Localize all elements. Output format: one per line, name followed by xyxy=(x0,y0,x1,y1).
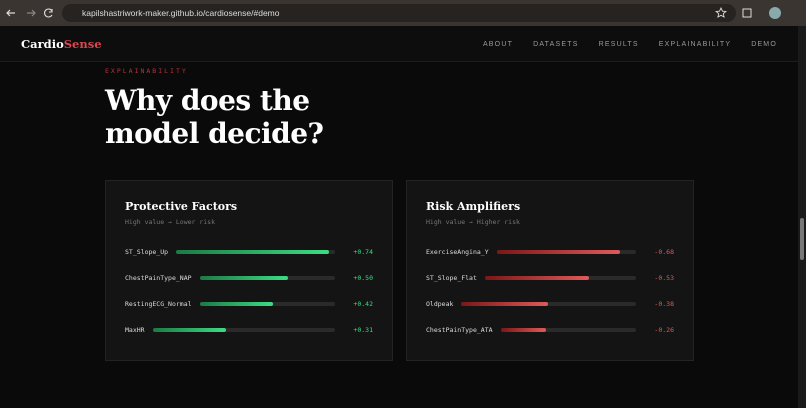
card-subtitle: High value → Lower risk xyxy=(125,218,216,226)
scrollbar-thumb[interactable] xyxy=(800,218,804,260)
factor-name: RestingECG_Normal xyxy=(125,300,192,308)
card-subtitle: High value → Higher risk xyxy=(426,218,520,226)
factor-row: ChestPainType_ATA -0.26 xyxy=(426,325,674,335)
factor-card: Risk Amplifiers High value → Higher risk E… xyxy=(406,180,694,361)
logo-accent: Sense xyxy=(63,37,102,51)
bar-track xyxy=(152,328,335,332)
bar-fill xyxy=(199,276,288,280)
nav-buttons[interactable] xyxy=(0,0,60,26)
factor-row: ExerciseAngina_Y -0.68 xyxy=(426,247,674,257)
factor-value: -0.38 xyxy=(654,300,674,308)
factor-row: Oldpeak -0.38 xyxy=(426,299,674,309)
factor-row: RestingECG_Normal +0.42 xyxy=(125,299,373,309)
factor-value: -0.26 xyxy=(654,326,674,334)
factor-value: +0.74 xyxy=(353,248,373,256)
factor-name: ChestPainType_ATA xyxy=(426,326,493,334)
bar-track xyxy=(461,302,636,306)
bar-fill xyxy=(484,276,589,280)
site-nav: CardioSense ABOUT DATASETS RESULTS EXPLAINA… xyxy=(0,26,798,62)
nav-link[interactable]: DATASETS xyxy=(533,41,579,48)
factor-name: ExerciseAngina_Y xyxy=(426,248,489,256)
card-title: Protective Factors xyxy=(125,200,238,213)
bar-fill xyxy=(500,328,547,332)
section-title: Why does the model decide? xyxy=(105,84,324,150)
factor-card: Protective Factors High value → Lower ris… xyxy=(105,180,393,361)
factor-row: ST_Slope_Up +0.74 xyxy=(125,247,373,257)
factor-name: ChestPainType_NAP xyxy=(125,274,192,282)
factor-name: MaxHR xyxy=(125,326,145,334)
factor-name: Oldpeak xyxy=(426,300,454,308)
bar-fill xyxy=(152,328,227,332)
bar-fill xyxy=(199,302,274,306)
factor-value: +0.31 xyxy=(353,326,373,334)
factor-value: -0.68 xyxy=(654,248,674,256)
bar-track xyxy=(484,276,636,280)
bar-fill xyxy=(176,250,329,254)
factor-value: -0.53 xyxy=(654,274,674,282)
title-line: model decide? xyxy=(105,117,324,150)
scrollbar[interactable] xyxy=(798,26,806,408)
factor-row: MaxHR +0.31 xyxy=(125,325,373,335)
toolbar-icons[interactable] xyxy=(712,0,782,26)
bar-track xyxy=(500,328,636,332)
bar-fill xyxy=(496,250,620,254)
factor-row: ST_Slope_Flat -0.53 xyxy=(426,273,674,283)
factor-row: ChestPainType_NAP +0.50 xyxy=(125,273,373,283)
logo-main: Cardio xyxy=(21,37,64,51)
bar-track xyxy=(199,302,335,306)
factor-value: +0.42 xyxy=(353,300,373,308)
address-bar[interactable]: kapilshastriwork-maker.github.io/cardios… xyxy=(62,4,736,22)
bar-track xyxy=(199,276,335,280)
nav-link[interactable]: DEMO xyxy=(751,41,777,48)
factor-name: ST_Slope_Up xyxy=(125,248,169,256)
nav-link[interactable]: EXPLAINABILITY xyxy=(658,41,732,48)
title-line: Why does the xyxy=(105,84,310,117)
factor-name: ST_Slope_Flat xyxy=(426,274,477,282)
logo[interactable]: CardioSense xyxy=(21,37,102,51)
section-eyebrow: EXPLAINABILITY xyxy=(105,67,188,75)
factor-value: +0.50 xyxy=(353,274,373,282)
bar-fill xyxy=(461,302,548,306)
nav-link[interactable]: RESULTS xyxy=(598,41,639,48)
bar-track xyxy=(176,250,335,254)
bar-track xyxy=(496,250,636,254)
browser-toolbar: kapilshastriwork-maker.github.io/cardios… xyxy=(0,0,806,26)
card-title: Risk Amplifiers xyxy=(426,200,521,213)
nav-link[interactable]: ABOUT xyxy=(482,41,514,48)
nav-links: ABOUT DATASETS RESULTS EXPLAINABILITY DEMO xyxy=(483,41,777,48)
